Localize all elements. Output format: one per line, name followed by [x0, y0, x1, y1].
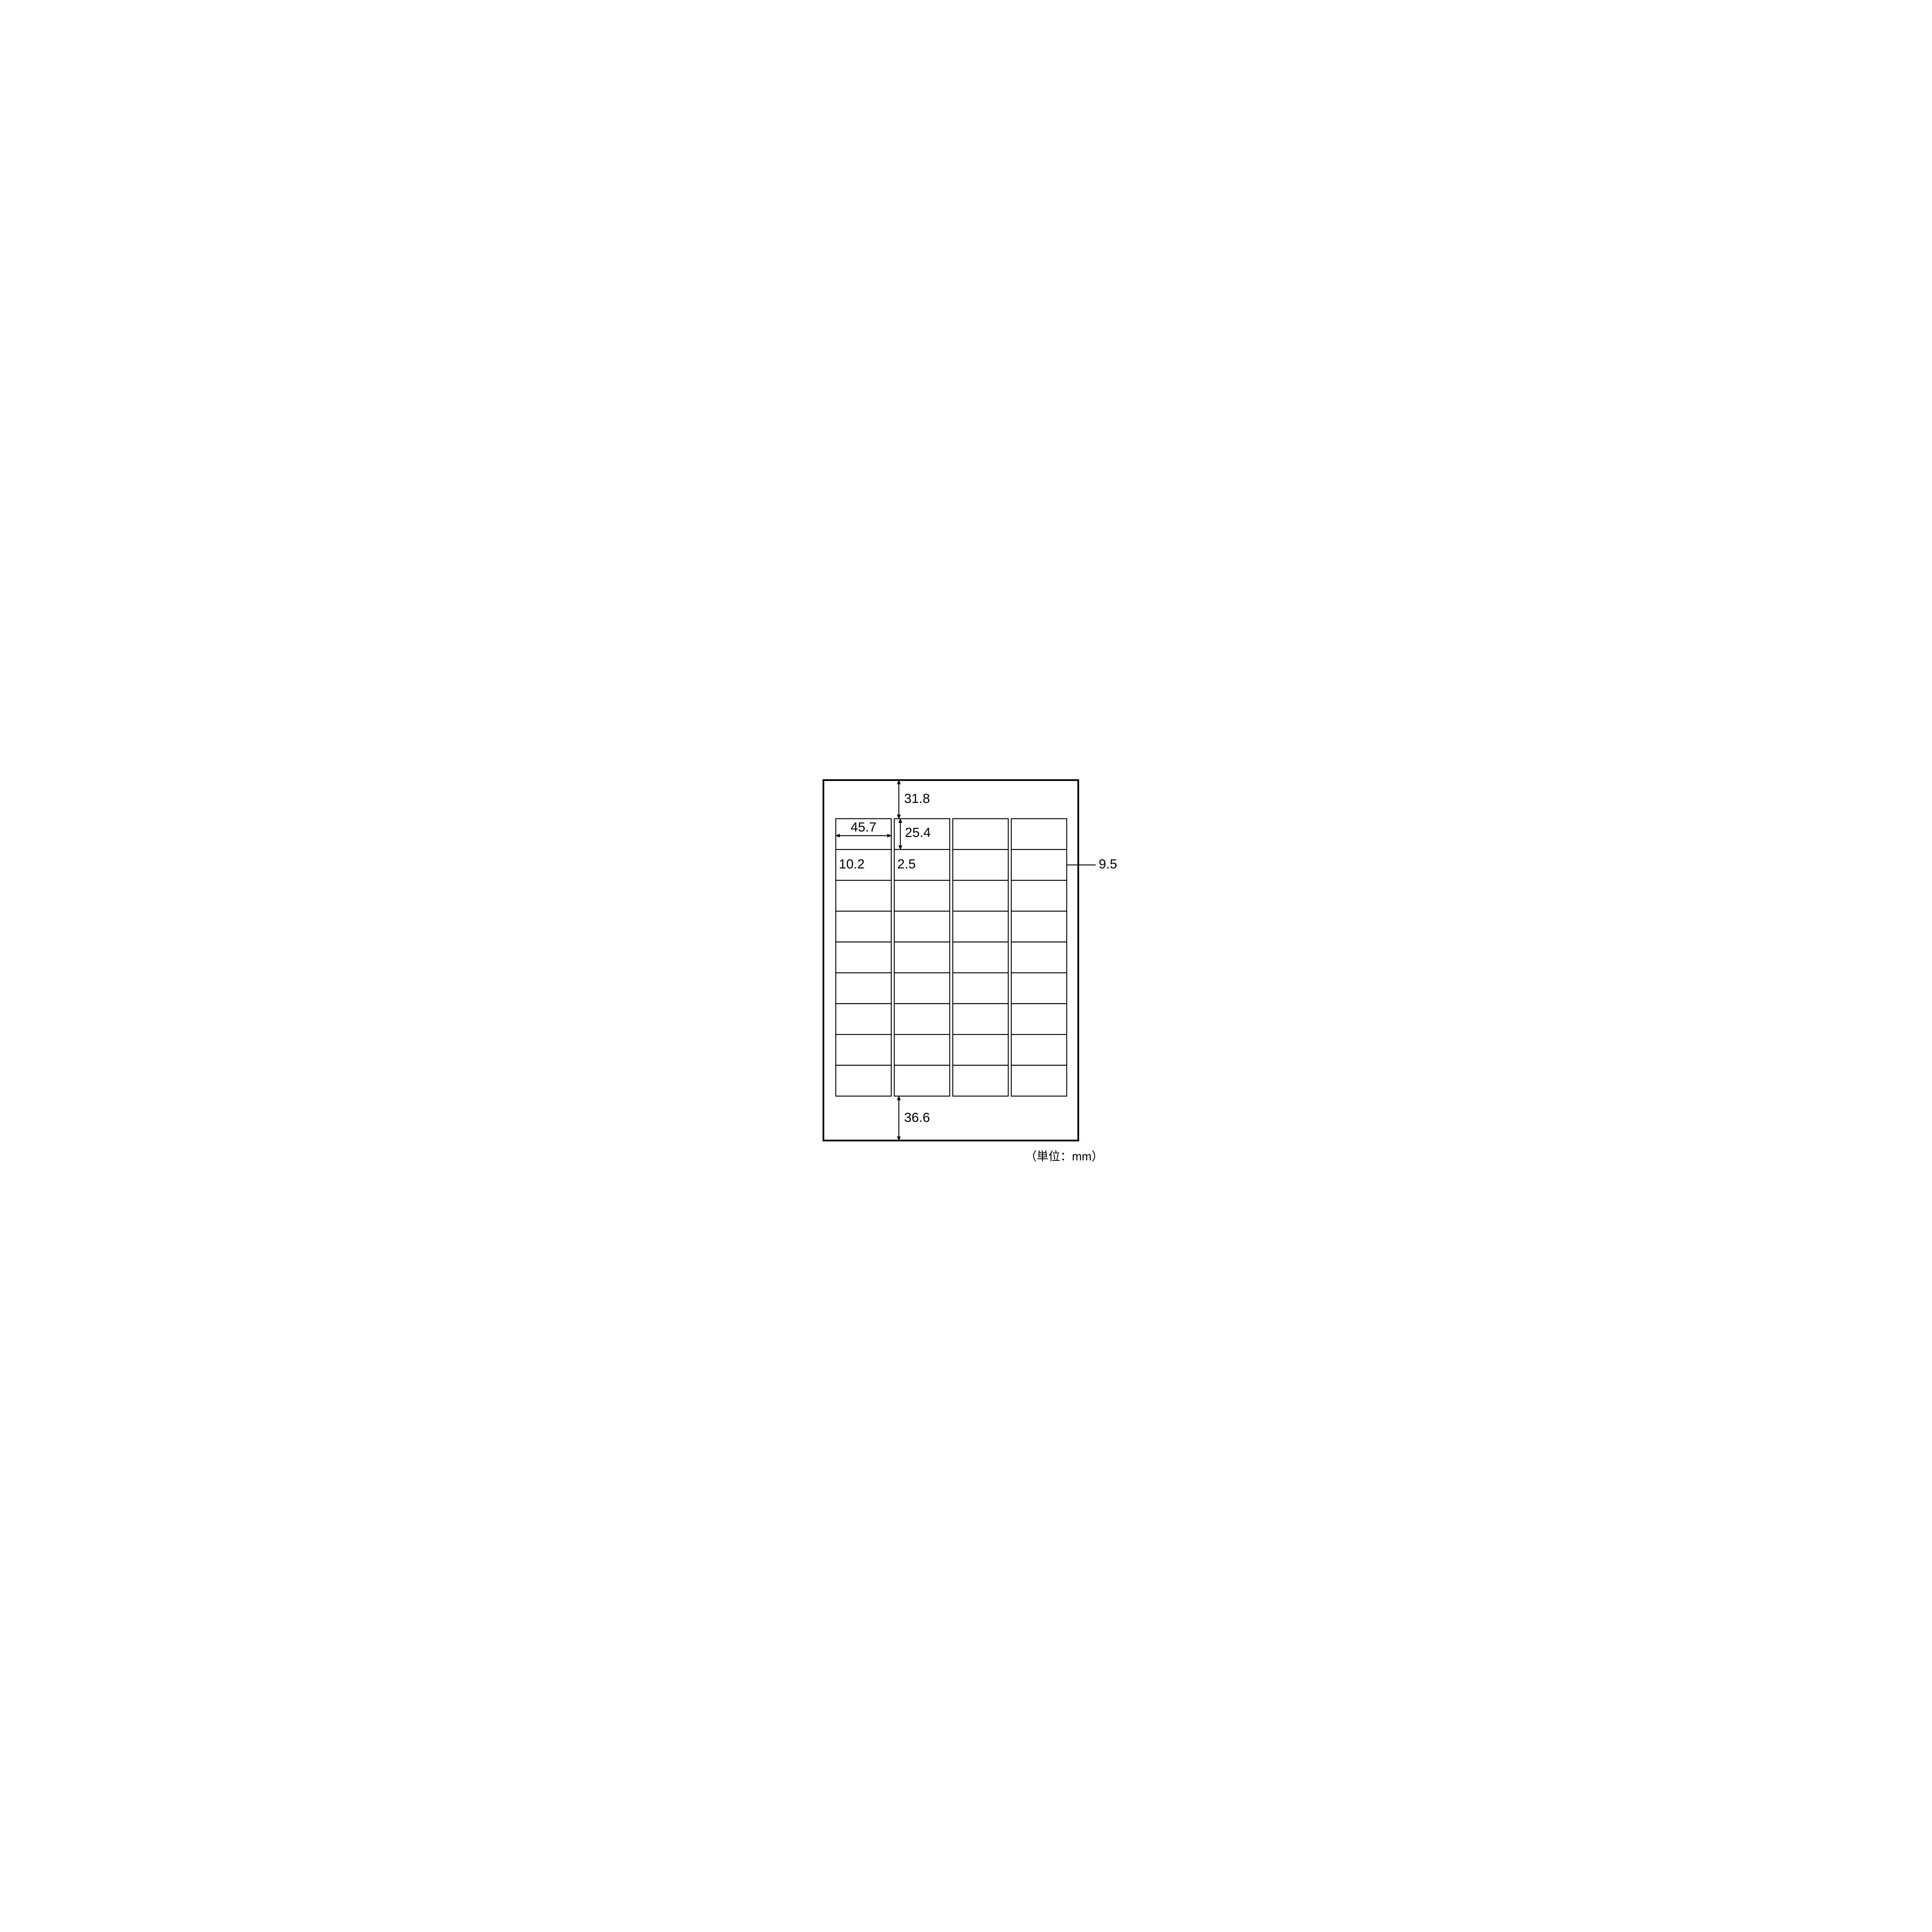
label-cell	[1011, 1065, 1067, 1096]
label-cell	[836, 911, 891, 942]
label-cell	[894, 1034, 950, 1065]
label-cell	[953, 911, 1009, 942]
label-cell	[836, 942, 891, 973]
label-cell	[1011, 880, 1067, 911]
label-cell	[836, 880, 891, 911]
label-cell	[836, 1003, 891, 1034]
dim-label-col-gap: 2.5	[897, 857, 916, 871]
dim-label-cell-width: 45.7	[850, 820, 876, 835]
label-cell	[953, 973, 1009, 1004]
label-cell	[1011, 850, 1067, 881]
label-cell	[836, 973, 891, 1004]
label-cell	[953, 1003, 1009, 1034]
label-cell	[894, 911, 950, 942]
label-cell	[1011, 819, 1067, 850]
unit-label: （単位：mm）	[1025, 1150, 1104, 1163]
label-cell	[836, 1065, 891, 1096]
dim-label-cell-height: 25.4	[905, 825, 931, 840]
dim-label-bottom-margin: 36.6	[904, 1110, 930, 1125]
label-cell	[1011, 1034, 1067, 1065]
dim-label-left-margin: 10.2	[839, 857, 865, 871]
label-cell	[953, 850, 1009, 881]
label-cell	[894, 973, 950, 1004]
label-cell	[1011, 973, 1067, 1004]
label-cell	[1011, 911, 1067, 942]
label-cell	[894, 942, 950, 973]
label-cell	[894, 1003, 950, 1034]
label-cell	[953, 1034, 1009, 1065]
label-cell	[1011, 942, 1067, 973]
label-cell	[894, 1065, 950, 1096]
diagram-stage: 31.8 45.7 25.4 10.2 2.5 9.5 36.6 （単位：mm）	[757, 757, 1175, 1175]
label-cell	[894, 880, 950, 911]
label-cell	[1011, 1003, 1067, 1034]
diagram-svg: 31.8 45.7 25.4 10.2 2.5 9.5 36.6 （単位：mm）	[757, 757, 1175, 1175]
label-cell	[953, 880, 1009, 911]
dim-label-top-margin: 31.8	[904, 791, 930, 806]
label-cell	[953, 942, 1009, 973]
label-cell	[953, 1065, 1009, 1096]
label-cell	[836, 1034, 891, 1065]
label-cell	[953, 819, 1009, 850]
dim-label-right-margin: 9.5	[1099, 857, 1117, 871]
